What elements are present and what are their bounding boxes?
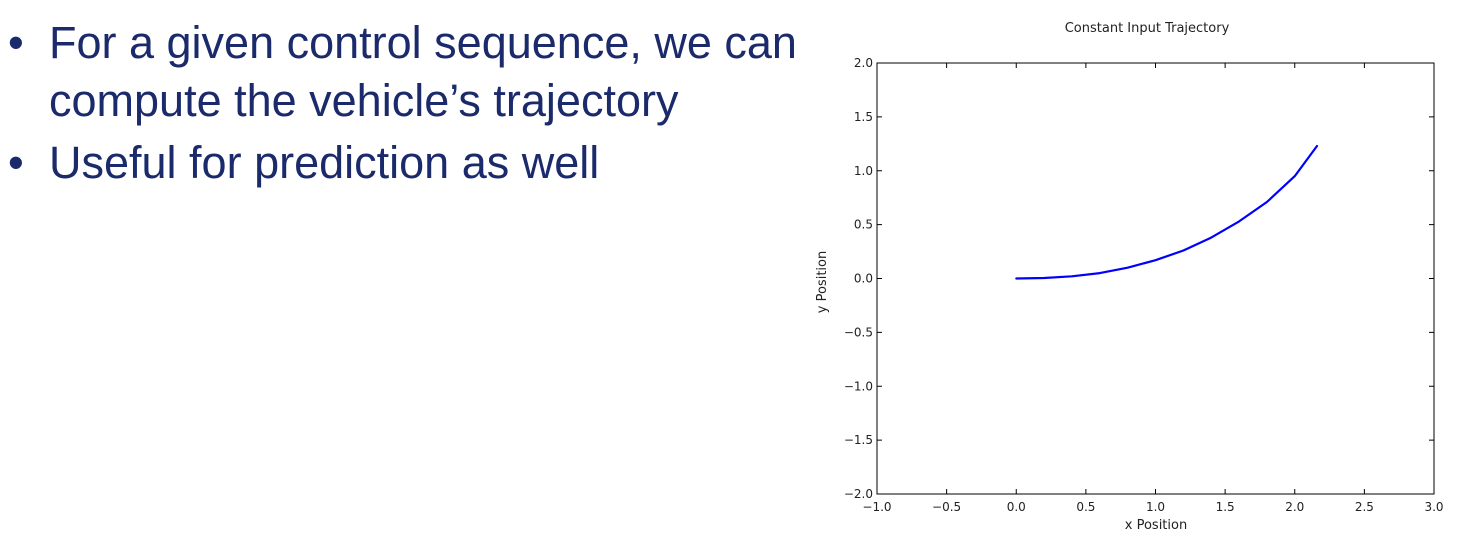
bullet-item: • For a given control sequence, we can c… [0,14,800,130]
bullet-dot-icon: • [8,17,24,68]
x-tick-label: −0.5 [932,500,961,514]
x-tick-label: 0.0 [1007,500,1026,514]
bullet-text: For a given control sequence, we can com… [49,17,797,126]
y-axis-label: y Position [815,251,830,313]
plot-area: −1.0 −0.5 0.0 0.5 1.0 1.5 2.0 2.5 3.0 −2.0 −1.5 −1.… [844,56,1444,514]
y-tick-label: −2.0 [844,487,873,501]
y-tick-label: 0.5 [854,218,873,232]
y-tick-label: 1.5 [854,110,873,124]
y-tick-label: −0.5 [844,325,873,339]
x-axis-label: x Position [1125,518,1187,533]
chart-container: Constant Input Trajectory x Position y P… [808,10,1462,540]
x-tick-label: 0.5 [1076,500,1095,514]
x-tick-label: 3.0 [1424,500,1443,514]
trajectory-chart: Constant Input Trajectory x Position y P… [815,21,1444,533]
trajectory-line [1015,144,1319,280]
y-tick-label: −1.5 [844,433,873,447]
y-tick-label: 2.0 [854,56,873,70]
bullet-text: Useful for prediction as well [49,137,600,188]
x-tick-label: 1.0 [1146,500,1165,514]
bullet-dot-icon: • [8,137,24,188]
chart-title: Constant Input Trajectory [1065,21,1230,36]
plot-frame [876,62,1435,495]
y-tick-label: 1.0 [854,164,873,178]
bullet-item: • Useful for prediction as well [0,134,800,192]
y-tick-label: −1.0 [844,379,873,393]
x-tick-label: 2.5 [1355,500,1374,514]
x-tick-label: 2.0 [1285,500,1304,514]
x-tick-label: 1.5 [1216,500,1235,514]
bullet-list: • For a given control sequence, we can c… [0,14,800,196]
y-tick-label: 0.0 [854,272,873,286]
x-tick-label: −1.0 [862,500,891,514]
